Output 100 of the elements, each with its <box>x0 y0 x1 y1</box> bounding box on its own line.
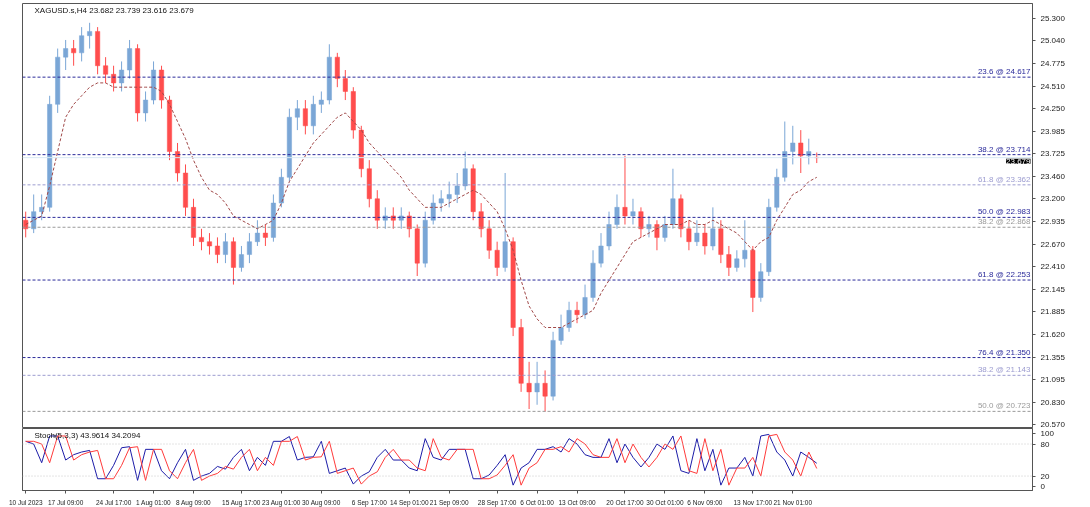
candlestick <box>462 151 468 191</box>
ref-line-label: 50.0 @ 22.983 <box>977 207 1032 217</box>
candlestick <box>734 249 740 273</box>
candlestick <box>119 60 125 92</box>
candlestick <box>454 172 460 204</box>
y-tick-label: 21.355 <box>1040 352 1066 362</box>
candlestick <box>111 65 117 92</box>
candlestick <box>374 189 380 230</box>
candlestick <box>103 56 109 84</box>
candlestick <box>726 245 732 277</box>
candlestick <box>71 39 77 67</box>
candlestick <box>574 301 580 324</box>
candlestick <box>318 90 324 114</box>
candlestick <box>294 99 300 131</box>
chart-title: Stoch(5,3,3) 43.9614 34.2094 <box>34 430 141 440</box>
candlestick <box>614 193 620 230</box>
candlestick <box>143 90 148 123</box>
candlestick <box>31 193 37 234</box>
y-tick-label: 20.830 <box>1040 397 1066 407</box>
candlestick <box>127 39 133 80</box>
candlestick <box>654 219 660 251</box>
ref-line-label: 61.8 @ 23.362 <box>977 174 1032 184</box>
ref-line-label: 23.6 @ 24.617 <box>977 67 1032 77</box>
candlestick <box>23 211 29 238</box>
candlestick <box>175 142 180 183</box>
y-tick-label: 22.145 <box>1040 284 1066 294</box>
candlestick <box>207 232 212 256</box>
y-tick-label: 100 <box>1040 428 1055 438</box>
y-tick-label: 24.510 <box>1040 81 1066 91</box>
candlestick <box>87 22 93 50</box>
candlestick <box>430 193 436 226</box>
candlestick <box>526 361 532 410</box>
y-tick-label: 22.410 <box>1040 262 1066 272</box>
candlestick <box>622 155 628 226</box>
candlestick <box>534 361 540 406</box>
candlestick <box>334 52 340 88</box>
annotation: 23.679 <box>1006 156 1032 166</box>
chart-title: XAGUSD.s,H4 23.682 23.739 23.616 23.679 <box>34 5 195 15</box>
candlestick <box>478 202 484 238</box>
y-tick-label: 25.040 <box>1040 36 1066 46</box>
candlestick <box>790 125 796 165</box>
candlestick <box>254 219 260 247</box>
y-tick-label: 23.725 <box>1040 149 1066 159</box>
candlestick <box>566 301 572 333</box>
y-tick-label: 23.460 <box>1040 171 1066 181</box>
candlestick <box>302 99 308 135</box>
candlestick <box>702 224 708 256</box>
y-tick-label: 20.570 <box>1040 420 1066 429</box>
y-tick-label: 22.935 <box>1040 217 1066 227</box>
candlestick <box>406 211 412 238</box>
candlestick <box>806 138 812 165</box>
candlestick <box>662 215 668 243</box>
y-tick-label: 24.775 <box>1040 59 1066 69</box>
ref-line-label: 38.2 @ 22.868 <box>977 217 1032 227</box>
candlestick <box>494 241 500 277</box>
candlestick <box>598 232 604 268</box>
y-tick-label: 23.200 <box>1040 194 1066 204</box>
candlestick <box>39 193 45 221</box>
y-tick-label: 25.300 <box>1040 14 1066 24</box>
y-tick-label: 24.250 <box>1040 104 1066 114</box>
candlestick <box>215 236 220 264</box>
candlestick <box>638 206 644 238</box>
ref-line-label: 76.4 @ 21.350 <box>977 347 1032 357</box>
candlestick <box>798 129 804 174</box>
candlestick <box>558 314 564 346</box>
y-tick-label: 21.620 <box>1040 329 1066 339</box>
candlestick <box>742 219 748 268</box>
ref-line-label: 38.2 @ 23.714 <box>977 144 1032 154</box>
candlestick <box>446 181 452 208</box>
candlestick <box>199 228 204 251</box>
y-tick-label: 20 <box>1040 471 1050 481</box>
y-tick-label: 0 <box>1040 482 1046 492</box>
y-tick-label: 23.985 <box>1040 126 1066 136</box>
candlestick <box>686 219 692 251</box>
candlestick <box>310 95 316 135</box>
candlestick <box>342 69 348 101</box>
candlestick <box>262 224 268 247</box>
ref-line-label: 38.2 @ 21.143 <box>977 365 1032 375</box>
candlestick <box>223 232 228 264</box>
candlestick <box>438 189 444 213</box>
y-tick-label: 22.670 <box>1040 239 1066 249</box>
y-tick-label: 80 <box>1040 439 1050 449</box>
y-tick-label: 21.095 <box>1040 374 1066 384</box>
candlestick <box>382 206 388 230</box>
candlestick <box>246 232 252 264</box>
candlestick <box>630 198 636 226</box>
candlestick <box>542 369 548 413</box>
y-tick-label: 21.885 <box>1040 307 1066 317</box>
candlestick <box>486 219 492 260</box>
candlestick <box>710 206 716 251</box>
candlestick <box>606 211 612 251</box>
candlestick <box>63 39 69 71</box>
candlestick <box>582 284 588 320</box>
candlestick <box>646 215 652 238</box>
ref-line-label: 61.8 @ 22.253 <box>977 270 1032 280</box>
candlestick <box>398 206 404 230</box>
candlestick <box>390 206 396 230</box>
ref-line-label: 50.0 @ 20.723 <box>977 401 1032 411</box>
candlestick <box>694 219 700 247</box>
line-series <box>25 433 818 486</box>
